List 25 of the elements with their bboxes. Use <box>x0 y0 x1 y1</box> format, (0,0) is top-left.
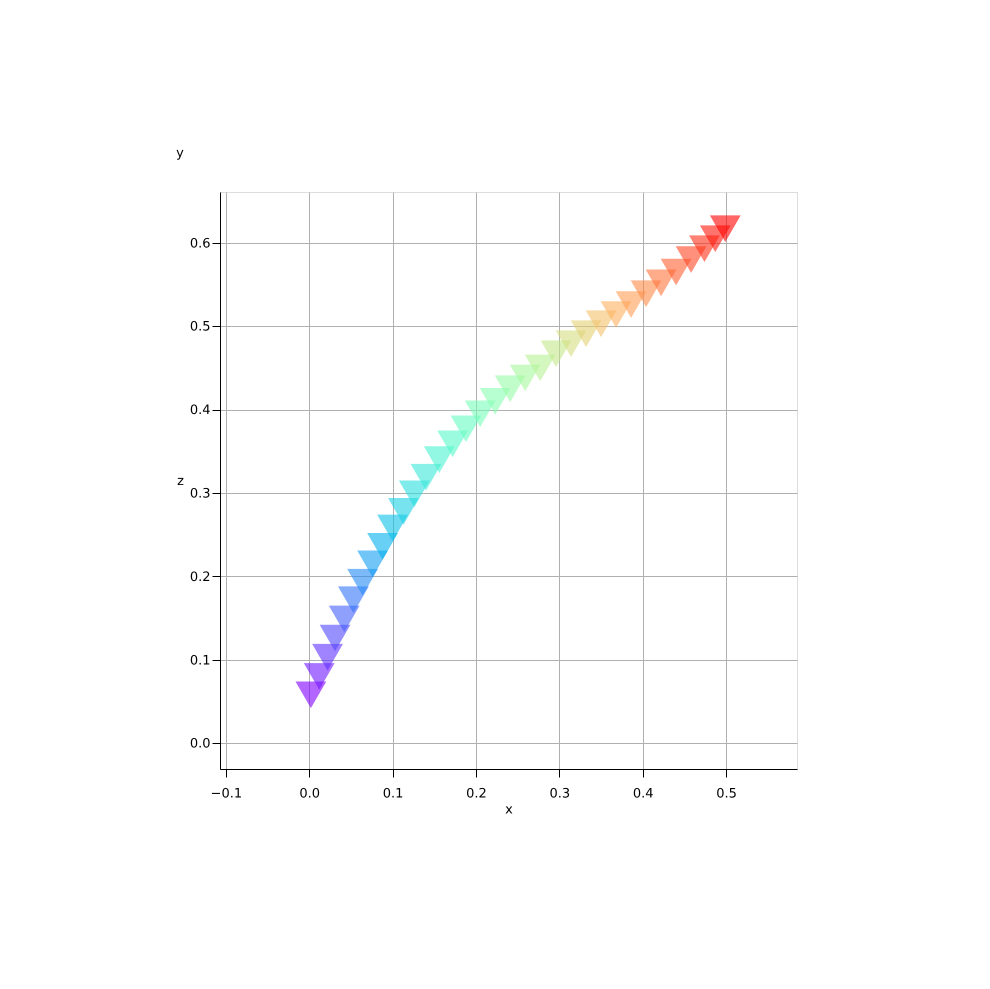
y-tick-label: 0.5 <box>190 320 210 335</box>
y-tick-label: 0.6 <box>190 236 210 252</box>
y-tick-label: 0.1 <box>190 653 210 668</box>
x-tick-label: 0.2 <box>466 786 487 802</box>
y-tick-label: 0.3 <box>190 486 210 502</box>
y-tick-label: 0.2 <box>190 570 210 585</box>
x-axis-title: x <box>505 802 514 818</box>
point <box>312 644 343 671</box>
point <box>328 606 360 632</box>
x-tick-label: −0.1 <box>210 786 242 802</box>
point <box>295 681 326 708</box>
y-axis-title: z <box>177 474 184 489</box>
point <box>367 533 398 560</box>
point <box>710 215 741 242</box>
point <box>320 624 350 652</box>
x-tick-label: 0.5 <box>716 786 737 802</box>
x-tick-label: 0.4 <box>632 786 654 802</box>
y-tick-label: 0.4 <box>190 403 210 418</box>
x-tick-label: 0.0 <box>299 786 320 802</box>
text: y <box>176 146 184 161</box>
point <box>347 568 378 596</box>
x-tick-label: 0.3 <box>550 786 570 802</box>
y-tick-label: 0.0 <box>190 736 210 752</box>
point <box>304 663 335 690</box>
x-tick-label: 0.1 <box>382 786 404 802</box>
